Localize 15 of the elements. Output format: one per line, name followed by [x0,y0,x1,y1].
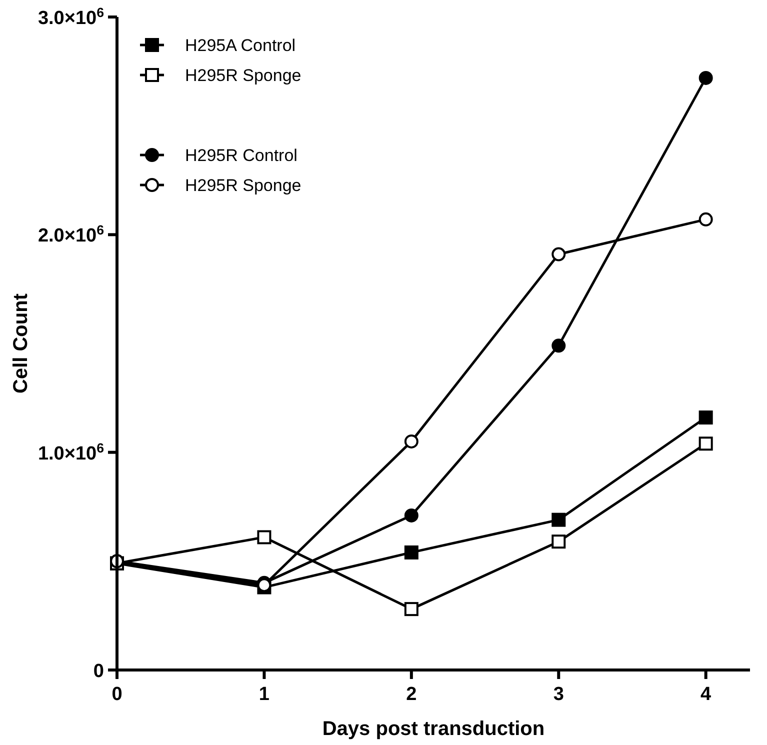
legend-label: H295R Sponge [185,66,302,85]
y-tick-label: 3.0×10$^{6}$ [38,4,104,29]
x-axis-title: Days post transduction [322,718,545,740]
x-tick-label: 3 [553,684,564,705]
x-tick-label: 1 [258,684,270,705]
legend-label: H295R Control [185,146,298,165]
x-tick-label: 0 [112,684,122,705]
y-tick-label: 0 [93,661,104,682]
legend-label: H295A Control [185,36,296,55]
x-tick-label: 4 [700,684,712,705]
y-tick-label: 1.0×10$^{6}$ [38,440,104,464]
y-axis-title: Cell Count [10,293,32,394]
y-tick-label: 2.0×10$^{6}$ [38,222,104,247]
legend-label: H295R Sponge [185,176,302,195]
x-tick-label: 2 [406,684,417,705]
